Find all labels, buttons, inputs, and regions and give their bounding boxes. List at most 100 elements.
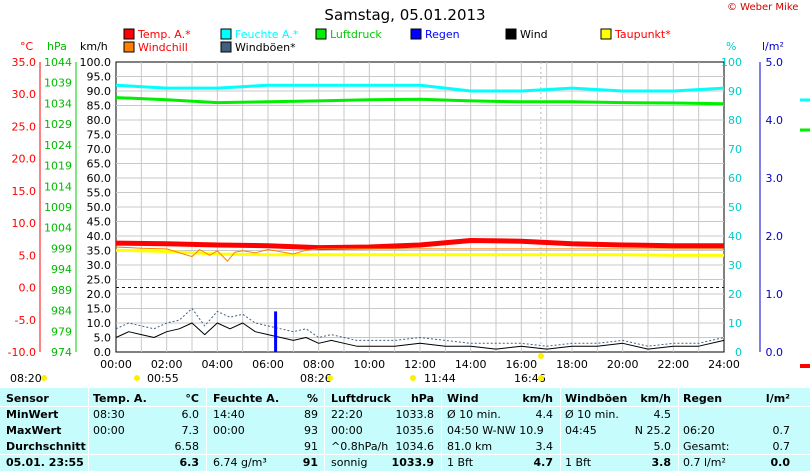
rain-tick-label: 3.0	[766, 172, 784, 185]
pressure-unit-label: hPa	[47, 40, 67, 53]
humidity-tick-label: 90	[728, 85, 742, 98]
table-header: Temp. A.	[93, 392, 147, 405]
wind-tick-label: 45.0	[87, 216, 112, 229]
time-tick-label: 16:00	[505, 358, 537, 371]
table-header: Windböen	[565, 392, 628, 405]
table-cell-note: 00:00	[213, 424, 245, 437]
pressure-tick-label: 1019	[44, 160, 72, 173]
wind-tick-label: 60.0	[87, 172, 112, 185]
table-header-unit: l/m²	[765, 392, 790, 405]
table-header-unit: hPa	[410, 392, 434, 405]
table-cell-value: 91	[304, 440, 318, 453]
table-cell-note: 00:00	[93, 424, 125, 437]
temp-tick-label: -10.0	[8, 346, 36, 359]
legend-swatch	[315, 28, 327, 40]
table-cell-value: 1034.6	[395, 440, 435, 453]
pressure-tick-label: 1029	[44, 118, 72, 131]
temp-unit-label: °C	[20, 40, 34, 53]
rain-tick-label: 4.0	[766, 114, 784, 127]
weather-chart: 35.030.025.020.015.010.05.00.0-5.0-10.01…	[8, 28, 810, 385]
table-header: Luftdruck	[331, 392, 391, 405]
table-cell-note: 81.0 km	[447, 440, 493, 453]
table-cell-value: 4.7	[533, 456, 554, 469]
table-cell-value: 1035.6	[395, 424, 435, 437]
pressure-tick-label: 1004	[44, 222, 72, 235]
temp-tick-label: 35.0	[12, 56, 37, 69]
table-cell-value: 0.0	[770, 456, 791, 469]
pressure-tick-label: 1044	[44, 56, 72, 69]
wind-tick-label: 55.0	[87, 187, 112, 200]
time-tick-label: 00:00	[100, 358, 132, 371]
summary-table: Sensor Temp. A. °C Feuchte A.% Luftdruck hPa W…	[0, 388, 810, 471]
marker-dot	[410, 375, 416, 381]
rain-tick-label: 2.0	[766, 230, 784, 243]
table-cell-note: Ø 10 min.	[565, 408, 619, 421]
wind-tick-label: 30.0	[87, 259, 112, 272]
table-cell-note: 1 Bft	[565, 456, 592, 469]
wind-tick-label: 10.0	[87, 317, 112, 330]
time-tick-label: 12:00	[404, 358, 436, 371]
wind-tick-label: 20.0	[87, 288, 112, 301]
rain-tick-label: 1.0	[766, 288, 784, 301]
pressure-tick-label: 1034	[44, 97, 72, 110]
wind-tick-label: 80.0	[87, 114, 112, 127]
table-cell-value: N 25.2	[634, 424, 671, 437]
wind-tick-label: 100.0	[80, 56, 112, 69]
wind-tick-label: 5.0	[94, 332, 112, 345]
table-column-divider	[324, 388, 325, 471]
legend-label: Feuchte A.*	[235, 28, 299, 41]
time-tick-label: 22:00	[657, 358, 689, 371]
wind-tick-label: 65.0	[87, 158, 112, 171]
temp-tick-label: 10.0	[12, 217, 37, 230]
pressure-tick-label: 999	[51, 242, 72, 255]
time-tick-label: 04:00	[201, 358, 233, 371]
wind-tick-label: 70.0	[87, 143, 112, 156]
legend-label: Wind	[520, 28, 548, 41]
table-cell-note: 04:50 W-NW 10.9	[447, 424, 544, 437]
wind-tick-label: 90.0	[87, 85, 112, 98]
table-header: Sensor	[6, 392, 49, 405]
time-tick-label: 02:00	[151, 358, 183, 371]
humidity-tick-label: 10	[728, 317, 742, 330]
table-cell-note: 0.7 l/m²	[683, 456, 726, 469]
marker-dot	[538, 353, 544, 359]
temp-tick-label: 0.0	[19, 282, 37, 295]
marker-dot	[538, 375, 544, 381]
table-header-unit: km/h	[640, 392, 671, 405]
series-wind-line	[115, 322, 725, 350]
legend-label: Taupunkt*	[614, 28, 671, 41]
pressure-tick-label: 989	[51, 284, 72, 297]
pressure-tick-label: 1009	[44, 201, 72, 214]
pressure-tick-label: 974	[51, 346, 72, 359]
table-cell-value: 5.0	[653, 440, 672, 453]
table-row-label: Durchschnitt	[6, 440, 86, 453]
time-marker-label: 16:46	[514, 372, 546, 385]
table-header: Regen	[683, 392, 723, 405]
chart-title: Samstag, 05.01.2013	[324, 6, 486, 24]
table-cell-note: 14:40	[213, 408, 245, 421]
legend-swatch	[600, 28, 612, 40]
series-luftdruck-line	[115, 96, 725, 106]
legend-swatch	[220, 28, 232, 40]
time-marker-label: 08:26	[300, 372, 332, 385]
table-cell-note: 08:30	[93, 408, 125, 421]
series-feuchte-a-line	[115, 83, 725, 93]
table-row-divider	[0, 406, 810, 407]
table-cell-note: 22:20	[331, 408, 363, 421]
table-cell-value: 3.4	[535, 440, 554, 453]
time-tick-label: 06:00	[252, 358, 284, 371]
temp-tick-label: -5.0	[15, 314, 36, 327]
humidity-tick-label: 0	[735, 346, 742, 359]
humidity-tick-label: 50	[728, 201, 742, 214]
wind-tick-label: 50.0	[87, 201, 112, 214]
time-tick-label: 08:00	[303, 358, 335, 371]
table-column-divider	[678, 388, 679, 471]
legend-swatch	[123, 28, 135, 40]
temp-tick-label: 20.0	[12, 153, 37, 166]
table-cell-value: 0.7	[772, 424, 791, 437]
table-cell-value: 7.3	[181, 424, 200, 437]
table-row-label: MinWert	[6, 408, 59, 421]
wind-tick-label: 75.0	[87, 129, 112, 142]
time-marker-label: 08:20	[10, 372, 42, 385]
series-windchill-line	[115, 246, 724, 262]
